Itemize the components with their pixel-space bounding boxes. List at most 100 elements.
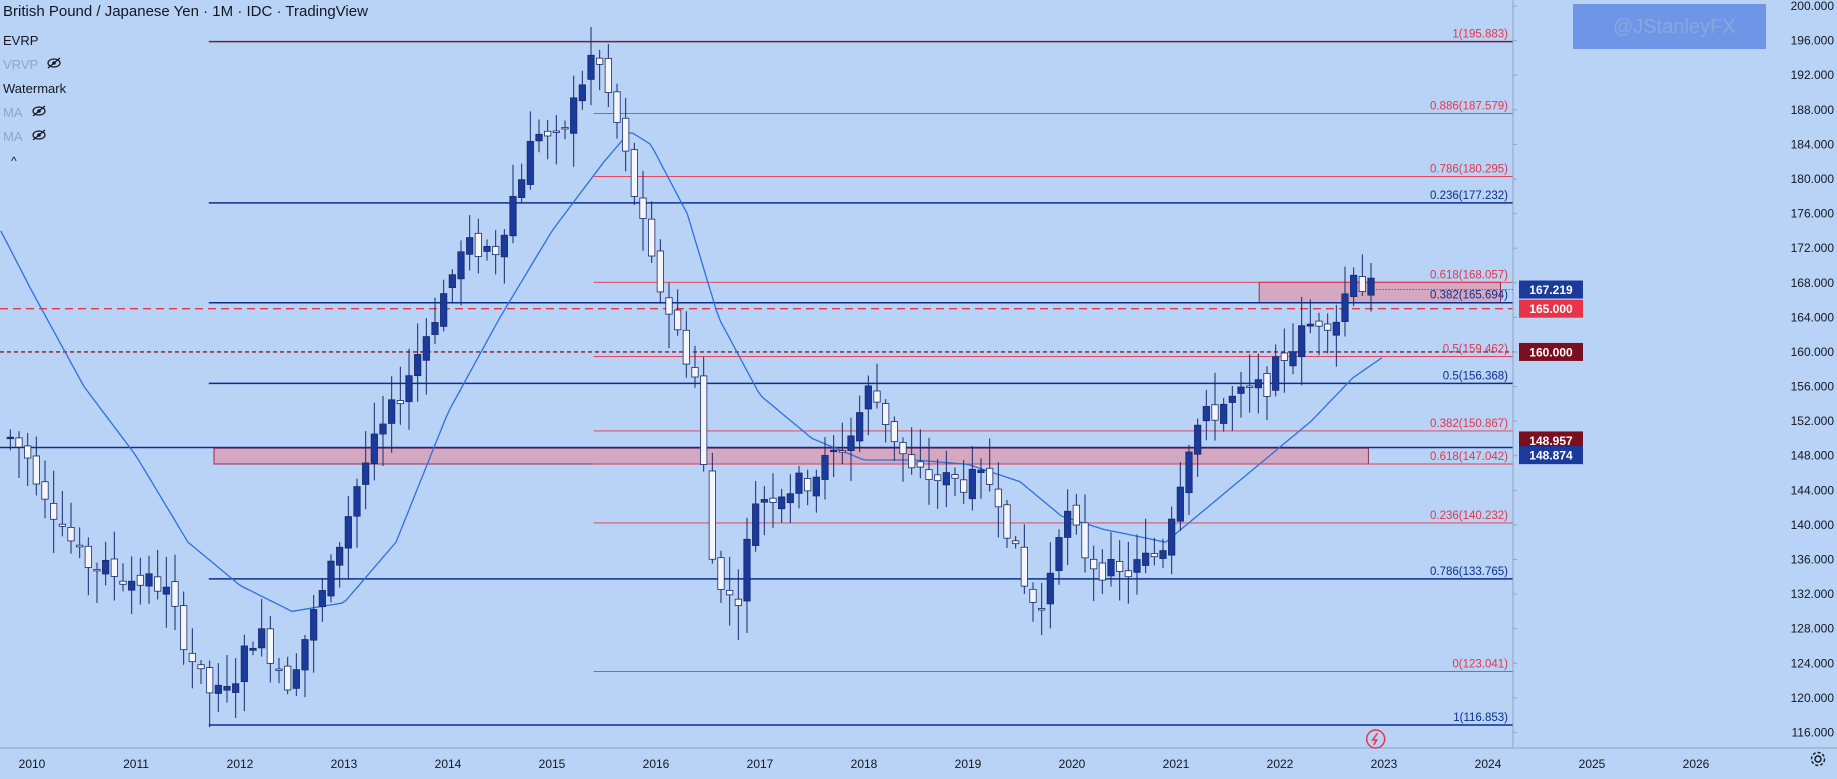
candle-body-64: [561, 127, 569, 130]
chart-title: British Pound / Japanese Yen · 1M · IDC …: [3, 3, 368, 20]
candle-body-51: [448, 274, 456, 289]
candle-body-45: [396, 400, 404, 405]
candle-body-118: [1029, 588, 1037, 603]
candle-body-156: [1358, 276, 1366, 292]
y-tick-label-14: 172.000: [1791, 241, 1835, 255]
candle-body-28: [249, 647, 257, 651]
settings-gear-icon[interactable]: [1809, 750, 1827, 773]
candle-body-26: [232, 683, 240, 693]
candle-body-22: [197, 664, 205, 670]
candle-body-32: [284, 665, 292, 691]
candle-body-46: [405, 375, 413, 403]
price-tag-0: 167.219: [1529, 283, 1573, 297]
candle-body-152: [1324, 323, 1332, 331]
candle-body-27: [240, 645, 248, 683]
candle-body-42: [370, 433, 378, 464]
eye-off-icon[interactable]: [31, 128, 47, 146]
fib-label-right-3: 0.618(168.057): [1430, 269, 1508, 281]
candle-body-76: [665, 297, 673, 315]
candle-body-24: [214, 684, 222, 694]
candle-body-0: [6, 436, 14, 440]
candle-body-94: [821, 455, 829, 480]
x-tick-label-8: 2018: [851, 757, 878, 771]
candle-body-68: [596, 57, 604, 65]
candle-body-29: [258, 628, 266, 649]
legend-ma-2[interactable]: MA: [3, 125, 368, 149]
candle-body-12: [110, 558, 118, 577]
fib-label-right-6: 0.618(147.042): [1430, 451, 1508, 463]
candle-body-8: [76, 544, 84, 548]
y-tick-label-5: 136.000: [1791, 552, 1835, 566]
candle-body-38: [336, 546, 344, 566]
candle-body-25: [223, 685, 231, 691]
candle-body-148: [1289, 351, 1297, 367]
fib-label-left-0: 0.236(177.232): [1430, 190, 1508, 202]
legend-vrvp[interactable]: VRVP: [3, 53, 368, 77]
candle-body-99: [864, 385, 872, 410]
candle-body-79: [691, 366, 699, 378]
candles: [6, 27, 1375, 728]
price-tag-bg-4: [1519, 446, 1583, 465]
candle-body-90: [786, 493, 794, 504]
fib-label-left-2: 0.5(156.368): [1443, 370, 1508, 382]
candle-body-111: [968, 468, 976, 500]
candle-body-81: [708, 470, 716, 560]
x-tick-label-16: 2026: [1683, 757, 1710, 771]
candle-body-53: [466, 237, 474, 255]
y-tick-label-10: 156.000: [1791, 380, 1835, 394]
candle-body-33: [292, 669, 300, 689]
chevron-up-icon[interactable]: ^: [11, 154, 17, 168]
y-tick-label-12: 164.000: [1791, 310, 1835, 324]
candle-body-34: [301, 639, 309, 671]
x-tick-label-0: 2010: [19, 757, 46, 771]
candle-body-44: [388, 399, 396, 424]
candle-body-154: [1341, 293, 1349, 322]
candle-body-121: [1055, 537, 1063, 571]
candle-body-36: [318, 590, 326, 608]
zones: [213, 281, 1501, 465]
y-tick-label-15: 176.000: [1791, 207, 1835, 221]
candle-body-108: [942, 472, 950, 486]
legend-watermark[interactable]: Watermark: [3, 81, 67, 96]
candle-body-71: [622, 117, 630, 152]
candle-body-136: [1185, 451, 1193, 494]
candle-body-58: [509, 195, 517, 237]
candle-body-31: [275, 668, 283, 671]
eye-off-icon[interactable]: [46, 56, 62, 74]
candle-body-126: [1098, 562, 1106, 581]
eye-off-icon[interactable]: [31, 104, 47, 122]
candle-body-112: [977, 469, 985, 474]
candle-body-113: [986, 467, 994, 485]
candle-body-125: [1090, 558, 1098, 570]
legend-ma-1[interactable]: MA: [3, 101, 368, 125]
candle-body-143: [1246, 385, 1254, 388]
event-flash-icon: [1365, 729, 1386, 749]
candle-body-117: [1020, 546, 1028, 587]
candle-body-54: [474, 232, 482, 257]
price-tag-4: 148.874: [1529, 449, 1573, 463]
candle-body-92: [804, 478, 812, 492]
candle-body-39: [344, 516, 352, 549]
x-tick-label-1: 2011: [123, 757, 149, 771]
candle-body-48: [422, 336, 430, 361]
price-tag-1: 165.000: [1529, 302, 1573, 316]
candle-body-6: [58, 523, 66, 527]
candle-body-114: [994, 488, 1002, 508]
candle-body-66: [578, 84, 586, 102]
candle-body-127: [1107, 559, 1115, 577]
candle-body-11: [102, 559, 110, 575]
candle-body-131: [1142, 552, 1150, 566]
legend-collapse[interactable]: ^: [3, 149, 368, 173]
candle-body-151: [1315, 320, 1323, 327]
candle-body-93: [812, 476, 820, 497]
candle-body-52: [457, 251, 465, 280]
x-tick-label-5: 2015: [539, 757, 566, 771]
x-tick-label-13: 2023: [1371, 757, 1398, 771]
legend-ema[interactable]: EVRP: [3, 33, 39, 48]
candle-body-55: [483, 246, 491, 252]
candle-body-23: [206, 667, 214, 694]
